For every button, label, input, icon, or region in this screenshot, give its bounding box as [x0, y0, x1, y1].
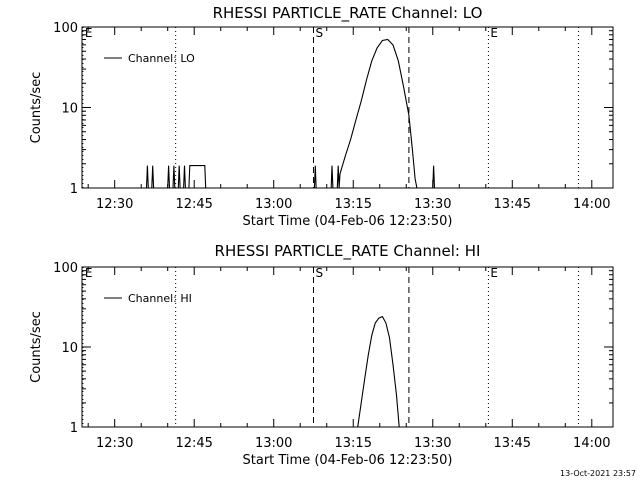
- time-marker-label: S: [315, 26, 323, 40]
- legend-entry: Channel: LO: [128, 52, 195, 65]
- x-tick-label: 12:45: [175, 197, 212, 212]
- x-tick-label: 13:30: [414, 197, 451, 212]
- chart-title: RHESSI PARTICLE_RATE Channel: LO: [213, 4, 483, 23]
- y-tick-label: 1: [70, 421, 78, 436]
- y-tick-label: 10: [61, 102, 78, 117]
- time-marker-label: E: [85, 266, 93, 280]
- time-marker-label: S: [315, 266, 323, 280]
- time-marker-label: E: [85, 26, 93, 40]
- y-tick-label: 100: [53, 21, 78, 36]
- x-tick-label: 13:15: [335, 436, 372, 451]
- x-tick-label: 14:00: [573, 197, 610, 212]
- y-tick-label: 1: [70, 182, 78, 197]
- x-tick-label: 12:30: [96, 436, 133, 451]
- x-tick-label: 13:15: [335, 197, 372, 212]
- time-marker-label: E: [490, 26, 498, 40]
- data-series-line: [82, 38, 613, 189]
- x-tick-label: 13:30: [414, 436, 451, 451]
- data-series-line: [357, 315, 400, 428]
- footer-timestamp: 13-Oct-2021 23:57: [560, 469, 636, 478]
- x-tick-label: 13:45: [494, 436, 531, 451]
- x-tick-label: 12:45: [175, 436, 212, 451]
- x-tick-label: 13:45: [494, 197, 531, 212]
- chart-title: RHESSI PARTICLE_RATE Channel: HI: [215, 242, 481, 261]
- y-axis-label: Counts/sec: [29, 72, 44, 144]
- y-axis-label: Counts/sec: [29, 311, 44, 383]
- y-tick-label: 10: [61, 341, 78, 356]
- x-axis-label: Start Time (04-Feb-06 12:23:50): [243, 453, 453, 468]
- x-axis-label: Start Time (04-Feb-06 12:23:50): [243, 214, 453, 229]
- plot-frame: [81, 266, 614, 428]
- legend-entry: Channel: HI: [128, 292, 192, 305]
- time-marker-label: E: [490, 266, 498, 280]
- x-tick-label: 13:00: [255, 197, 292, 212]
- x-tick-label: 13:00: [255, 436, 292, 451]
- x-tick-label: 14:00: [573, 436, 610, 451]
- y-tick-label: 100: [53, 261, 78, 276]
- x-tick-label: 12:30: [96, 197, 133, 212]
